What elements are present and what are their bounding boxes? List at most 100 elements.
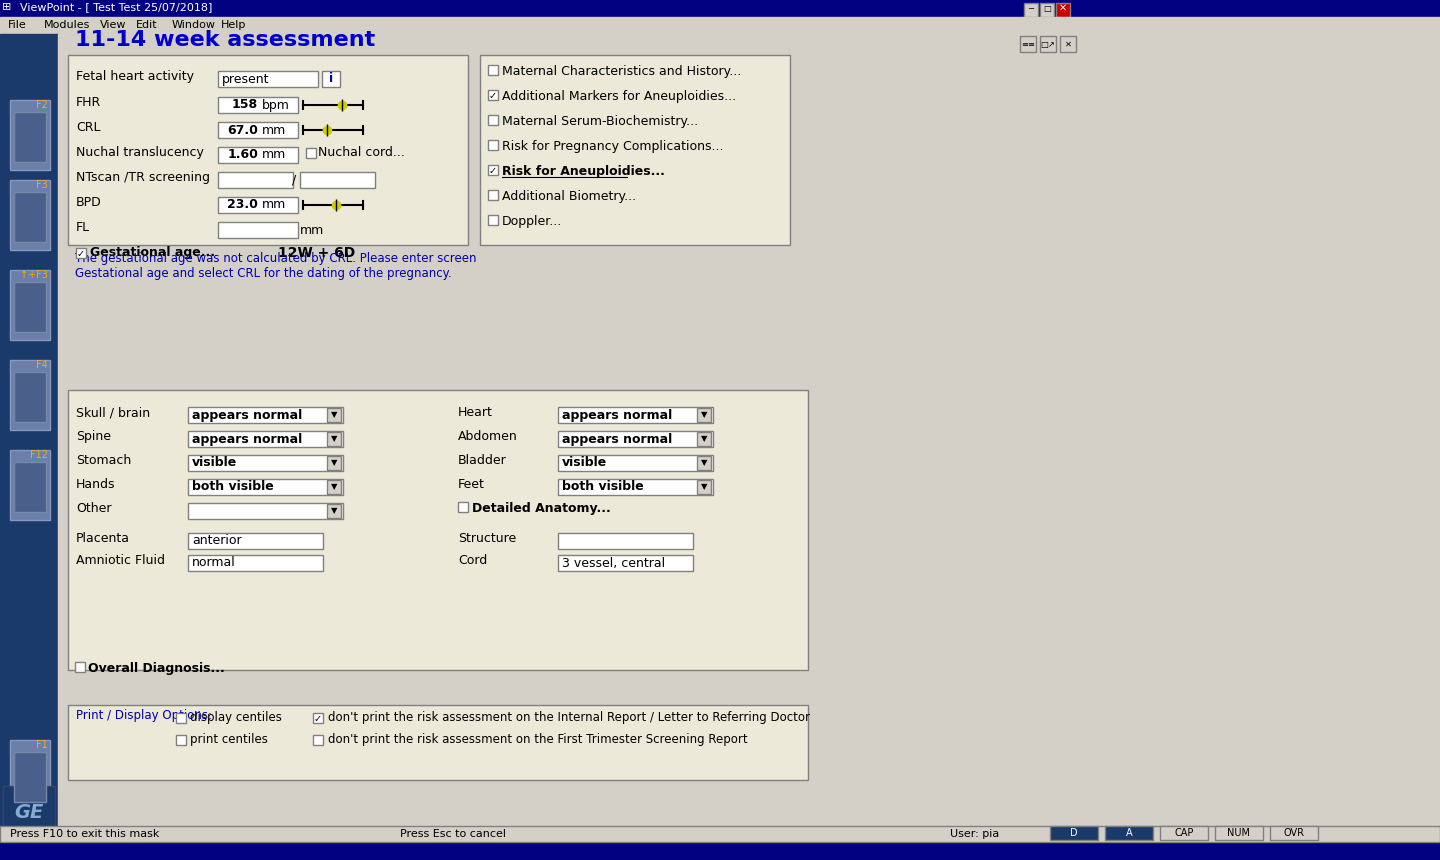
Bar	[189, 503, 343, 519]
Bar	[1056, 3, 1070, 17]
Text: appears normal: appears normal	[562, 433, 672, 445]
Bar	[1215, 826, 1263, 840]
Bar	[327, 432, 341, 446]
Bar	[217, 97, 298, 113]
Text: Window: Window	[171, 20, 216, 30]
Bar	[1270, 826, 1318, 840]
Text: Abdomen: Abdomen	[458, 430, 518, 443]
Bar	[1161, 826, 1208, 840]
Text: 67.0: 67.0	[228, 124, 258, 137]
Bar	[0, 0, 1440, 17]
Bar	[488, 90, 498, 100]
Bar	[327, 504, 341, 518]
Bar	[189, 455, 343, 471]
Text: The gestational age was not calculated by CRL. Please enter screen
Gestational a: The gestational age was not calculated b…	[75, 252, 477, 280]
Text: Risk for Aneuploidies...: Risk for Aneuploidies...	[503, 165, 665, 178]
Text: 158: 158	[232, 99, 258, 112]
Bar	[10, 450, 50, 520]
Text: ▼: ▼	[331, 507, 337, 515]
Text: mm: mm	[300, 224, 324, 236]
Text: Detailed Anatomy...: Detailed Anatomy...	[472, 502, 611, 515]
Bar	[10, 740, 50, 810]
Text: Cord: Cord	[458, 554, 487, 567]
Bar	[176, 735, 186, 745]
Bar	[488, 140, 498, 150]
Bar	[10, 270, 50, 340]
Text: ↑+F3: ↑+F3	[20, 270, 48, 280]
Text: Overall Diagnosis...: Overall Diagnosis...	[88, 662, 225, 675]
Bar	[327, 456, 341, 470]
Bar	[189, 479, 343, 495]
Text: bpm: bpm	[262, 99, 289, 112]
Bar	[312, 713, 323, 723]
Bar	[189, 431, 343, 447]
Text: appears normal: appears normal	[192, 408, 302, 421]
Bar	[217, 147, 298, 163]
Bar	[14, 192, 46, 242]
Text: Additional Markers for Aneuploidies...: Additional Markers for Aneuploidies...	[503, 90, 736, 103]
Text: Help: Help	[220, 20, 246, 30]
Text: both visible: both visible	[192, 481, 274, 494]
Bar	[14, 372, 46, 422]
Bar	[1040, 36, 1056, 52]
Text: ≡≡: ≡≡	[1021, 40, 1035, 48]
Text: ▼: ▼	[701, 410, 707, 420]
Bar	[0, 17, 1440, 34]
Text: Bladder: Bladder	[458, 454, 507, 467]
Text: ✓: ✓	[490, 91, 497, 101]
Bar	[10, 360, 50, 430]
Bar	[0, 826, 1440, 842]
Text: Hands: Hands	[76, 478, 115, 491]
Bar	[189, 533, 323, 549]
Text: present: present	[222, 72, 269, 85]
Text: □↗: □↗	[1041, 40, 1056, 48]
Text: ✕: ✕	[1058, 3, 1067, 13]
Text: Heart: Heart	[458, 406, 492, 419]
Text: ⊞: ⊞	[1, 2, 12, 12]
Text: ▼: ▼	[701, 434, 707, 444]
Bar	[10, 100, 50, 170]
Text: File: File	[9, 20, 27, 30]
Text: 11-14 week assessment: 11-14 week assessment	[75, 30, 376, 50]
Text: Risk for Pregnancy Complications...: Risk for Pregnancy Complications...	[503, 140, 723, 153]
Text: FHR: FHR	[76, 96, 101, 109]
Text: visible: visible	[562, 457, 608, 470]
Text: display centiles: display centiles	[190, 711, 282, 724]
Bar	[327, 408, 341, 422]
Text: FL: FL	[76, 221, 91, 234]
Text: 1.60: 1.60	[228, 149, 258, 162]
Bar	[68, 55, 468, 245]
Bar	[488, 215, 498, 225]
Bar	[559, 479, 713, 495]
Bar	[1060, 36, 1076, 52]
Text: Amniotic Fluid: Amniotic Fluid	[76, 554, 166, 567]
Text: don't print the risk assessment on the Internal Report / Letter to Referring Doc: don't print the risk assessment on the I…	[328, 711, 809, 724]
Bar	[300, 172, 374, 188]
Text: Nuchal cord...: Nuchal cord...	[318, 146, 405, 159]
Bar	[189, 555, 323, 571]
Bar	[217, 122, 298, 138]
Text: ▼: ▼	[331, 434, 337, 444]
Bar	[697, 480, 711, 494]
Bar	[68, 705, 808, 780]
Text: GE: GE	[14, 802, 43, 821]
Text: Structure: Structure	[458, 532, 517, 545]
Bar	[1024, 3, 1038, 17]
Bar	[559, 533, 693, 549]
Text: D: D	[1070, 828, 1077, 838]
Text: anterior: anterior	[192, 535, 242, 548]
Bar	[488, 190, 498, 200]
Bar	[323, 71, 340, 87]
Bar	[176, 713, 186, 723]
Bar	[14, 752, 46, 802]
Text: 12W + 6D: 12W + 6D	[278, 246, 356, 260]
Text: ▼: ▼	[701, 458, 707, 468]
Bar	[14, 282, 46, 332]
Text: ─: ─	[1028, 3, 1034, 13]
Text: Feet: Feet	[458, 478, 485, 491]
Bar	[217, 71, 318, 87]
Text: Additional Biometry...: Additional Biometry...	[503, 190, 636, 203]
Text: A: A	[1126, 828, 1132, 838]
Bar	[76, 248, 86, 258]
Text: ✕: ✕	[1064, 40, 1071, 48]
